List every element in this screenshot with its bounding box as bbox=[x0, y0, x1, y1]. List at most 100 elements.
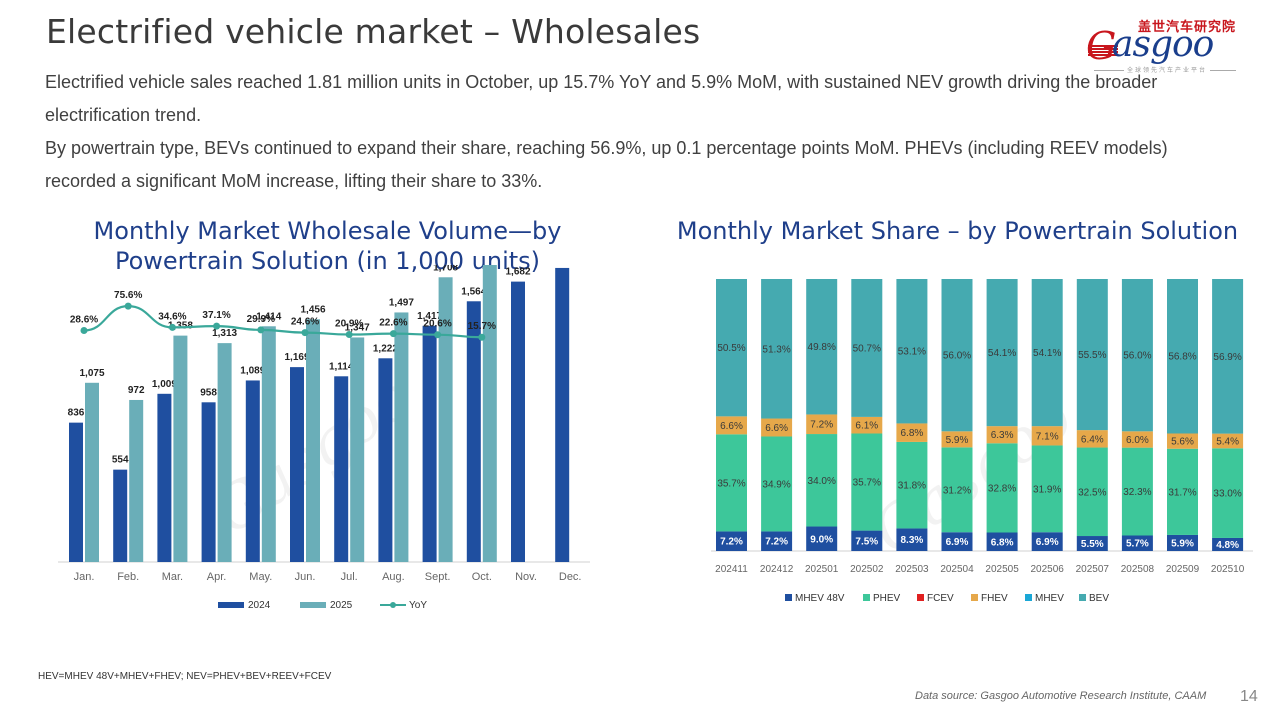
share-legend-swatch-1 bbox=[863, 594, 870, 601]
volume-chart-title-line-1: Monthly Market Wholesale Volume—by bbox=[93, 217, 562, 245]
share-phev-202507 bbox=[1076, 447, 1108, 537]
share-label-mhev-48v-202509: 5.9% bbox=[1171, 538, 1194, 549]
x-tick-2: Mar. bbox=[162, 571, 183, 583]
share-phev-202508 bbox=[1121, 447, 1153, 536]
yoy-label-7: 22.6% bbox=[379, 318, 407, 329]
label-2024-2: 1,009 bbox=[152, 379, 177, 390]
share-label-bev-202412: 51.3% bbox=[762, 344, 790, 355]
bar-2025-apr bbox=[217, 343, 232, 562]
share-mhev-48v-202501 bbox=[806, 526, 838, 551]
share-label-mhev-48v-202506: 6.9% bbox=[1036, 537, 1059, 548]
share-phev-202504 bbox=[941, 447, 973, 533]
share-label-fhev-202502: 6.1% bbox=[855, 421, 878, 432]
bar-2024-apr bbox=[201, 402, 216, 562]
share-label-bev-202501: 49.8% bbox=[808, 342, 836, 353]
summary-line-3: By powertrain type, BEVs continued to ex… bbox=[45, 138, 1168, 158]
bar-2025-jan bbox=[85, 382, 99, 562]
share-mhev-48v-202507 bbox=[1076, 536, 1108, 551]
share-fhev-202510 bbox=[1212, 433, 1244, 449]
summary-text: Electrified vehicle sales reached 1.81 m… bbox=[45, 66, 1235, 198]
legend-swatch-2024 bbox=[218, 602, 244, 608]
label-2024-10: 1,682 bbox=[505, 267, 530, 278]
bar-2025-sept bbox=[438, 277, 453, 562]
share-phev-202509 bbox=[1167, 448, 1198, 535]
logo-stripes-icon bbox=[1088, 45, 1118, 57]
share-phev-202412 bbox=[761, 436, 793, 532]
share-label-phev-202506: 31.9% bbox=[1033, 484, 1061, 495]
share-legend-swatch-4 bbox=[1025, 594, 1032, 601]
share-fhev-202508 bbox=[1121, 431, 1153, 448]
volume-chart: 836 1,075 Jan. 554 972 Feb. 1,009 1,358 Mar. 958 1… bbox=[58, 265, 590, 611]
share-x-tick-6: 202505 bbox=[985, 564, 1019, 575]
share-x-tick-2: 202501 bbox=[805, 564, 839, 575]
share-bev-202505 bbox=[986, 279, 1018, 427]
share-legend-swatch-0 bbox=[785, 594, 792, 601]
yoy-label-6: 20.9% bbox=[335, 319, 363, 330]
share-x-tick-10: 202509 bbox=[1166, 564, 1200, 575]
share-x-tick-8: 202507 bbox=[1076, 564, 1110, 575]
logo-wordmark: asgoo bbox=[1112, 24, 1214, 65]
share-mhev-48v-202411 bbox=[716, 531, 747, 551]
label-2024-8: 1,417 bbox=[417, 311, 442, 322]
label-2024-3: 958 bbox=[200, 387, 217, 398]
x-tick-8: Sept. bbox=[425, 571, 451, 583]
share-phev-202503 bbox=[896, 441, 928, 529]
share-label-mhev-48v-202507: 5.5% bbox=[1081, 539, 1104, 550]
yoy-point-6 bbox=[345, 331, 353, 339]
label-2025-4: 1,414 bbox=[256, 311, 281, 322]
share-label-fhev-202505: 6.3% bbox=[991, 430, 1014, 441]
share-label-fhev-202501: 7.2% bbox=[810, 420, 833, 431]
yoy-label-9: 15.7% bbox=[468, 321, 496, 332]
share-mhev-48v-202504 bbox=[941, 532, 973, 551]
share-label-bev-202509: 56.8% bbox=[1168, 352, 1196, 363]
yoy-point-0 bbox=[80, 327, 88, 335]
share-label-bev-202504: 56.0% bbox=[943, 351, 971, 362]
share-phev-202506 bbox=[1031, 445, 1063, 533]
share-bev-202509 bbox=[1167, 279, 1198, 434]
yoy-point-5 bbox=[301, 329, 309, 337]
share-label-bev-202506: 54.1% bbox=[1033, 348, 1061, 359]
x-tick-0: Jan. bbox=[74, 571, 95, 583]
logo-tagline: 全球领先汽车产业平台 bbox=[1124, 65, 1211, 74]
share-mhev-48v-202502 bbox=[851, 530, 883, 551]
share-bev-202504 bbox=[941, 279, 973, 432]
share-phev-202502 bbox=[851, 433, 883, 531]
share-x-tick-4: 202503 bbox=[895, 564, 929, 575]
bar-2024-aug bbox=[378, 358, 393, 562]
share-fhev-202509 bbox=[1167, 433, 1198, 449]
label-2024-1: 554 bbox=[112, 455, 129, 466]
share-label-fhev-202507: 6.4% bbox=[1081, 434, 1104, 445]
legend-label-yoy: YoY bbox=[409, 600, 427, 611]
label-2025-8: 1,708 bbox=[433, 265, 458, 273]
label-2024-0: 836 bbox=[68, 408, 85, 419]
bar-2025-feb bbox=[129, 399, 144, 562]
share-phev-202411 bbox=[716, 434, 747, 532]
label-2025-7: 1,497 bbox=[389, 297, 414, 308]
label-2025-0: 1,075 bbox=[79, 368, 104, 379]
bar-2025-aug bbox=[394, 312, 409, 562]
share-fhev-202502 bbox=[851, 416, 883, 434]
volume-chart-title-line-2: Powertrain Solution (in 1,000 units) bbox=[114, 247, 541, 275]
share-label-mhev-48v-202502: 7.5% bbox=[855, 536, 878, 547]
bar-2024-feb bbox=[113, 469, 128, 562]
gasgoo-logo: 盖世汽车研究院 G asgoo 全球领先汽车产业平台 bbox=[1086, 14, 1240, 76]
share-label-phev-202501: 34.0% bbox=[808, 476, 836, 487]
bar-2025-may bbox=[261, 326, 276, 562]
share-chart-title: Monthly Market Share – by Powertrain Sol… bbox=[676, 217, 1239, 245]
share-legend-label-3: FHEV bbox=[981, 593, 1008, 604]
share-x-tick-3: 202502 bbox=[850, 564, 884, 575]
share-label-fhev-202411: 6.6% bbox=[720, 421, 743, 432]
label-2025-6: 1,347 bbox=[345, 322, 370, 333]
yoy-label-1: 75.6% bbox=[114, 290, 142, 301]
yoy-line bbox=[83, 304, 482, 339]
share-label-bev-202508: 56.0% bbox=[1123, 351, 1151, 362]
bar-2024-mar bbox=[157, 393, 172, 562]
label-2024-4: 1,089 bbox=[240, 365, 265, 376]
share-mhev-48v-202508 bbox=[1121, 535, 1153, 551]
bar-2024-sept bbox=[422, 325, 437, 562]
share-label-mhev-48v-202510: 4.8% bbox=[1216, 540, 1239, 551]
yoy-point-2 bbox=[168, 323, 176, 331]
label-2024-6: 1,114 bbox=[329, 361, 354, 372]
share-bev-202502 bbox=[851, 279, 883, 417]
share-x-tick-11: 202510 bbox=[1211, 564, 1245, 575]
